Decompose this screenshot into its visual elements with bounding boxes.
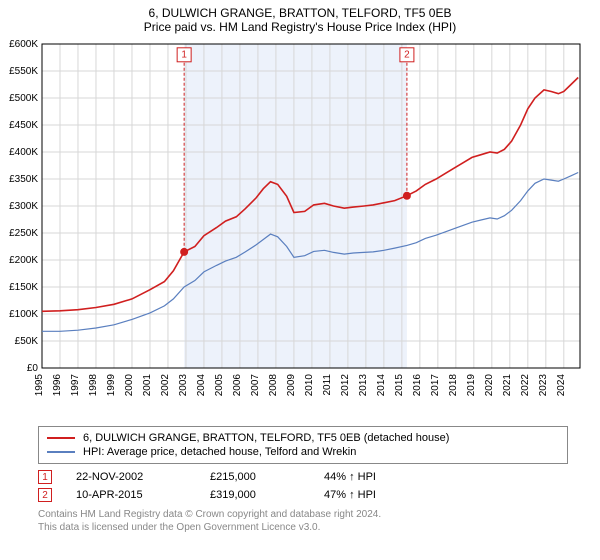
sale-date: 22-NOV-2002	[76, 471, 186, 483]
annotation-dot	[403, 192, 411, 200]
y-tick-label: £150K	[9, 282, 38, 293]
x-tick-label: 2011	[322, 374, 333, 396]
sale-price: £215,000	[210, 471, 300, 483]
attribution: Contains HM Land Registry data © Crown c…	[38, 508, 568, 534]
sale-price: £319,000	[210, 489, 300, 501]
legend-label: 6, DULWICH GRANGE, BRATTON, TELFORD, TF5…	[83, 432, 449, 444]
y-tick-label: £200K	[9, 255, 38, 266]
y-tick-label: £350K	[9, 174, 38, 185]
x-tick-label: 2024	[556, 374, 567, 397]
chart-plot: £0 £50K £100K £150K £200K £250K £300K £350K £400…	[0, 38, 600, 418]
sale-marker: 2	[38, 488, 52, 502]
x-tick-label: 2005	[214, 374, 225, 397]
chart-container: { "header": { "title": "6, DULWICH GRANG…	[0, 0, 600, 534]
x-tick-label: 2022	[520, 374, 531, 397]
annotation-dot	[180, 248, 188, 256]
x-tick-label: 2006	[232, 374, 243, 397]
legend-item: 6, DULWICH GRANGE, BRATTON, TELFORD, TF5…	[47, 431, 559, 445]
sale-row: 1 22-NOV-2002 £215,000 44% ↑ HPI	[38, 468, 568, 486]
legend-item: HPI: Average price, detached house, Telf…	[47, 445, 559, 459]
legend: 6, DULWICH GRANGE, BRATTON, TELFORD, TF5…	[38, 426, 568, 464]
x-tick-label: 1995	[34, 374, 45, 397]
x-tick-label: 2004	[196, 374, 207, 397]
x-tick-label: 1997	[70, 374, 81, 397]
y-tick-label: £0	[27, 363, 39, 374]
x-tick-label: 2001	[142, 374, 153, 397]
x-tick-label: 2021	[502, 374, 513, 397]
x-tick-label: 1996	[52, 374, 63, 397]
x-tick-label: 2023	[538, 374, 549, 397]
x-tick-label: 2015	[394, 374, 405, 397]
sale-pct: 44% ↑ HPI	[324, 471, 376, 483]
y-tick-label: £250K	[9, 228, 38, 239]
sales-table: 1 22-NOV-2002 £215,000 44% ↑ HPI 2 10-APR-201…	[38, 468, 568, 504]
x-tick-label: 2020	[484, 374, 495, 397]
legend-swatch	[47, 437, 75, 439]
x-tick-label: 2018	[448, 374, 459, 397]
sale-row: 2 10-APR-2015 £319,000 47% ↑ HPI	[38, 486, 568, 504]
attribution-line2: This data is licensed under the Open Gov…	[38, 521, 568, 534]
sale-marker: 1	[38, 470, 52, 484]
annotation-label: 2	[404, 49, 410, 60]
legend-swatch	[47, 451, 75, 453]
x-tick-label: 1998	[88, 374, 99, 397]
x-tick-label: 2010	[304, 374, 315, 397]
x-tick-label: 2000	[124, 374, 135, 397]
x-tick-label: 1999	[106, 374, 117, 397]
attribution-line1: Contains HM Land Registry data © Crown c…	[38, 508, 568, 521]
sale-date: 10-APR-2015	[76, 489, 186, 501]
x-tick-label: 2007	[250, 374, 261, 397]
x-tick-label: 2019	[466, 374, 477, 397]
chart-subtitle: Price paid vs. HM Land Registry's House …	[0, 20, 600, 38]
x-tick-label: 2002	[160, 374, 171, 397]
x-tick-label: 2013	[358, 374, 369, 397]
x-tick-label: 2009	[286, 374, 297, 397]
y-tick-label: £400K	[9, 147, 38, 158]
x-tick-label: 2012	[340, 374, 351, 397]
x-tick-label: 2008	[268, 374, 279, 397]
y-tick-label: £100K	[9, 309, 38, 320]
chart-title: 6, DULWICH GRANGE, BRATTON, TELFORD, TF5…	[0, 0, 600, 20]
x-tick-label: 2014	[376, 374, 387, 397]
legend-label: HPI: Average price, detached house, Telf…	[83, 446, 356, 458]
y-tick-label: £450K	[9, 120, 38, 131]
y-tick-label: £550K	[9, 66, 38, 77]
y-tick-label: £50K	[15, 336, 39, 347]
y-tick-label: £500K	[9, 93, 38, 104]
x-tick-label: 2017	[430, 374, 441, 397]
annotation-label: 1	[181, 49, 187, 60]
y-tick-label: £300K	[9, 201, 38, 212]
sale-pct: 47% ↑ HPI	[324, 489, 376, 501]
x-tick-label: 2003	[178, 374, 189, 397]
y-tick-label: £600K	[9, 39, 38, 50]
x-tick-label: 2016	[412, 374, 423, 397]
